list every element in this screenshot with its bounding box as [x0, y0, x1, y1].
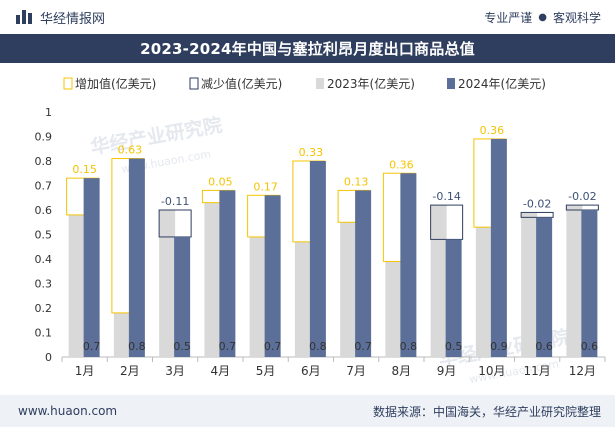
- y-tick-label: 0.9: [35, 131, 53, 144]
- bar-2024-value-label: 0.7: [219, 340, 237, 353]
- bar-2023: [159, 210, 176, 357]
- bar-2023: [475, 227, 492, 357]
- footer: www.huaon.com 数据来源：中国海关，华经产业研究院整理: [0, 395, 615, 427]
- bar-2024: [355, 190, 372, 357]
- legend-label: 减少值(亿美元): [201, 76, 282, 91]
- bar-2024-value-label: 0.6: [581, 340, 599, 353]
- x-tick-label: 4月: [211, 364, 231, 378]
- x-tick-label: 3月: [165, 364, 185, 378]
- x-tick-label: 6月: [301, 364, 321, 378]
- bar-2024-value-label: 0.5: [445, 340, 463, 353]
- x-tick-label: 11月: [523, 364, 550, 378]
- bar-2023: [249, 236, 266, 357]
- tagline-right: 客观科学: [552, 10, 601, 25]
- bar-2023: [566, 205, 583, 357]
- x-tick-label: 12月: [569, 364, 596, 378]
- decrease-frame: [520, 211, 554, 218]
- change-value-label: 0.63: [118, 144, 143, 157]
- y-tick-label: 0.3: [35, 278, 53, 291]
- bar-2024: [128, 158, 145, 357]
- bar-2024-value-label: 0.7: [354, 340, 372, 353]
- bar-2024: [174, 236, 191, 357]
- bar-2024-value-label: 0.7: [264, 340, 282, 353]
- x-tick-label: 5月: [256, 364, 276, 378]
- legend-swatch: [447, 78, 455, 89]
- bar-2024-value-label: 0.6: [535, 340, 553, 353]
- x-tick-label: 8月: [392, 364, 412, 378]
- legend-swatch: [189, 77, 199, 90]
- bar-2024: [83, 178, 100, 357]
- bar-2024-value-label: 0.8: [400, 340, 418, 353]
- change-value-label: 0.33: [299, 146, 324, 159]
- bar-2023: [113, 312, 130, 357]
- x-tick-label: 1月: [75, 364, 95, 378]
- bar-2024-value-label: 0.8: [128, 340, 146, 353]
- legend-swatch: [316, 78, 324, 89]
- bar-2024: [581, 210, 598, 357]
- bar-2024-value-label: 0.7: [83, 340, 101, 353]
- bar-chart-logo-icon: [16, 10, 32, 24]
- change-value-label: 0.17: [253, 180, 278, 193]
- y-tick-label: 0.6: [35, 204, 53, 217]
- change-value-label: 0.13: [344, 175, 369, 188]
- bar-2024: [490, 138, 507, 357]
- x-tick-label: 10月: [478, 364, 505, 378]
- x-tick-label: 9月: [437, 364, 457, 378]
- bar-2023: [430, 205, 447, 357]
- change-value-label: 0.36: [389, 158, 414, 171]
- y-tick-label: 0.4: [35, 253, 53, 266]
- bar-2024: [536, 217, 553, 357]
- change-value-label: 0.05: [208, 175, 233, 188]
- tagline-left: 专业严谨: [484, 10, 533, 25]
- y-tick-label: 0.7: [35, 180, 53, 193]
- legend-label: 2023年(亿美元): [327, 76, 415, 91]
- bar-2023: [68, 214, 85, 357]
- legend-label: 增加值(亿美元): [75, 76, 156, 91]
- footer-source: 数据来源：中国海关，华经产业研究院整理: [372, 404, 601, 419]
- y-tick-label: 0.5: [35, 229, 53, 242]
- tagline: 专业严谨 ● 客观科学: [484, 9, 601, 26]
- x-tick-label: 2月: [120, 364, 140, 378]
- legend-swatch: [63, 77, 73, 90]
- x-tick-label: 7月: [346, 364, 366, 378]
- change-value-label: 0.15: [72, 163, 97, 176]
- y-tick-label: 0.8: [35, 155, 53, 168]
- bar-2024: [309, 161, 326, 357]
- bar-2023: [204, 202, 221, 357]
- separator-dot-icon: ●: [538, 11, 547, 23]
- bar-2024: [264, 195, 281, 357]
- y-tick-label: 0: [45, 351, 52, 364]
- footer-website: www.huaon.com: [18, 404, 118, 418]
- change-value-label: -0.11: [161, 195, 189, 208]
- bar-2023: [385, 261, 402, 357]
- change-value-label: -0.14: [432, 190, 460, 203]
- bar-2023: [340, 222, 357, 357]
- top-bar: 华经情报网 专业严谨 ● 客观科学: [0, 0, 615, 34]
- chart-area: 华经产业研究院www.huaon.com华经产业研究院www.huaon.com…: [35, 76, 606, 386]
- brand: 华经情报网: [16, 8, 105, 27]
- bar-2024-value-label: 0.8: [309, 340, 327, 353]
- brand-name: 华经情报网: [40, 11, 106, 27]
- legend-label: 2024年(亿美元): [458, 76, 546, 91]
- y-tick-label: 1: [45, 106, 52, 119]
- bar-2024-value-label: 0.9: [490, 340, 508, 353]
- bar-2024: [445, 239, 462, 357]
- change-value-label: -0.02: [523, 197, 551, 210]
- chart-title: 2023-2024年中国与塞拉利昂月度出口商品总值: [0, 34, 615, 63]
- bar-2023: [521, 212, 538, 357]
- y-tick-label: 0.2: [35, 302, 53, 315]
- bar-2023: [294, 241, 311, 357]
- change-value-label: 0.36: [480, 124, 505, 137]
- bar-2024: [400, 173, 417, 357]
- change-value-label: -0.02: [568, 190, 596, 203]
- bar-2024-value-label: 0.5: [173, 340, 191, 353]
- bar-2024: [219, 190, 236, 357]
- y-tick-label: 0.1: [35, 327, 53, 340]
